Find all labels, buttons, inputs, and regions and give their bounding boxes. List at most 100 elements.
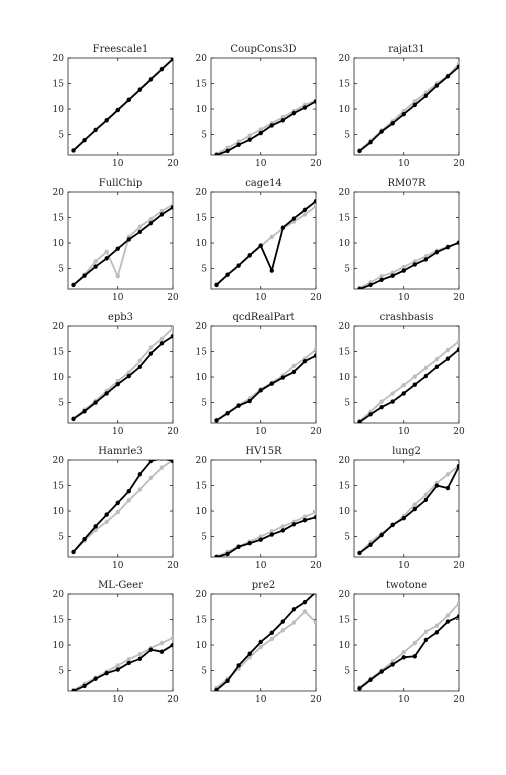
y-tick-label: 15 <box>53 80 65 90</box>
data-point <box>225 551 230 557</box>
series-line <box>358 465 459 554</box>
data-point <box>115 246 120 251</box>
series-line <box>216 348 316 421</box>
y-tick-label: 10 <box>53 641 65 651</box>
data-point <box>115 378 120 384</box>
data-point <box>115 274 120 279</box>
data-point <box>456 240 459 245</box>
data-point <box>390 270 395 275</box>
data-point <box>126 498 131 503</box>
y-tick-label: 20 <box>339 188 351 198</box>
data-point <box>148 647 154 652</box>
y-tick-label: 10 <box>339 507 351 517</box>
data-point <box>423 492 429 497</box>
panel-ml-geer: ML-Geer 10 20 5 10 15 20 <box>53 580 179 705</box>
data-point <box>269 268 274 273</box>
y-tick-label: 15 <box>196 214 208 224</box>
y-tick-label: 10 <box>339 105 351 115</box>
series-black <box>71 205 173 288</box>
panel-title: crashbasis <box>380 312 434 323</box>
data-point <box>445 356 451 361</box>
x-tick-label: 10 <box>255 293 267 303</box>
series-line <box>215 205 316 286</box>
data-point <box>390 391 395 396</box>
series-gray <box>214 204 316 287</box>
data-point <box>247 253 252 258</box>
series-gray <box>71 326 173 421</box>
panel-lung2: lung2 10 20 5 10 15 20 <box>339 446 465 571</box>
data-point <box>170 642 173 648</box>
data-point <box>291 620 297 625</box>
y-tick-label: 20 <box>339 456 351 466</box>
y-tick-label: 10 <box>196 239 208 249</box>
axes-box <box>210 593 317 692</box>
y-tick-label: 15 <box>53 348 65 358</box>
data-point <box>247 651 252 656</box>
y-tick-label: 10 <box>196 373 208 383</box>
y-tick-label: 5 <box>201 265 207 275</box>
data-point <box>225 148 230 154</box>
data-point <box>280 524 286 529</box>
x-tick-label: 20 <box>167 695 179 705</box>
series-line <box>358 63 459 152</box>
series-black <box>214 594 316 691</box>
series-line <box>72 327 173 420</box>
y-tick-label: 5 <box>201 399 207 409</box>
data-point <box>269 123 274 128</box>
y-tick-label: 20 <box>196 322 208 332</box>
data-point <box>71 416 76 422</box>
data-point <box>148 220 154 226</box>
axes-box <box>67 459 174 558</box>
data-point <box>225 678 230 683</box>
y-tick-label: 15 <box>196 616 208 626</box>
y-tick-label: 15 <box>196 80 208 90</box>
series-line <box>216 511 316 557</box>
data-point <box>357 286 362 289</box>
series-line <box>216 100 316 155</box>
series-line <box>358 615 459 690</box>
y-tick-label: 10 <box>196 105 208 115</box>
data-point <box>104 249 109 254</box>
data-point <box>379 277 384 283</box>
data-point <box>445 244 451 250</box>
panel-cage14: cage14 10 20 5 10 15 20 <box>196 178 322 303</box>
data-point <box>313 204 316 209</box>
y-tick-label: 20 <box>196 456 208 466</box>
panel-crashbasis: crashbasis 10 20 5 10 15 20 <box>339 312 465 437</box>
data-point <box>456 614 459 619</box>
axes-box <box>353 325 460 424</box>
data-point <box>115 382 120 387</box>
series-line <box>216 354 316 422</box>
data-point <box>160 460 164 461</box>
data-point <box>313 99 316 104</box>
data-point <box>401 111 406 117</box>
series-line <box>359 241 459 289</box>
series-line <box>359 348 459 423</box>
x-tick-label: 10 <box>398 159 410 169</box>
data-point <box>93 127 98 133</box>
data-point <box>269 630 274 635</box>
panel-title: twotone <box>386 580 427 591</box>
series-line <box>73 637 173 691</box>
data-point <box>258 639 263 645</box>
y-tick-label: 10 <box>196 507 208 517</box>
data-point <box>390 522 395 528</box>
panel-rm07r: RM07R 10 20 5 10 15 20 <box>339 178 465 303</box>
y-tick-label: 5 <box>58 131 64 141</box>
series-line <box>216 99 316 155</box>
series-line <box>73 335 173 420</box>
data-point <box>126 488 131 494</box>
data-point <box>137 656 143 662</box>
data-point <box>104 512 109 517</box>
x-tick-label: 10 <box>112 561 124 571</box>
data-point <box>401 268 406 273</box>
data-point <box>456 347 459 352</box>
x-tick-label: 20 <box>453 427 465 437</box>
y-tick-label: 15 <box>339 348 351 358</box>
series-black <box>71 334 173 422</box>
data-point <box>423 254 429 259</box>
data-point <box>170 58 173 62</box>
y-tick-label: 10 <box>53 373 65 383</box>
data-point <box>104 256 109 261</box>
